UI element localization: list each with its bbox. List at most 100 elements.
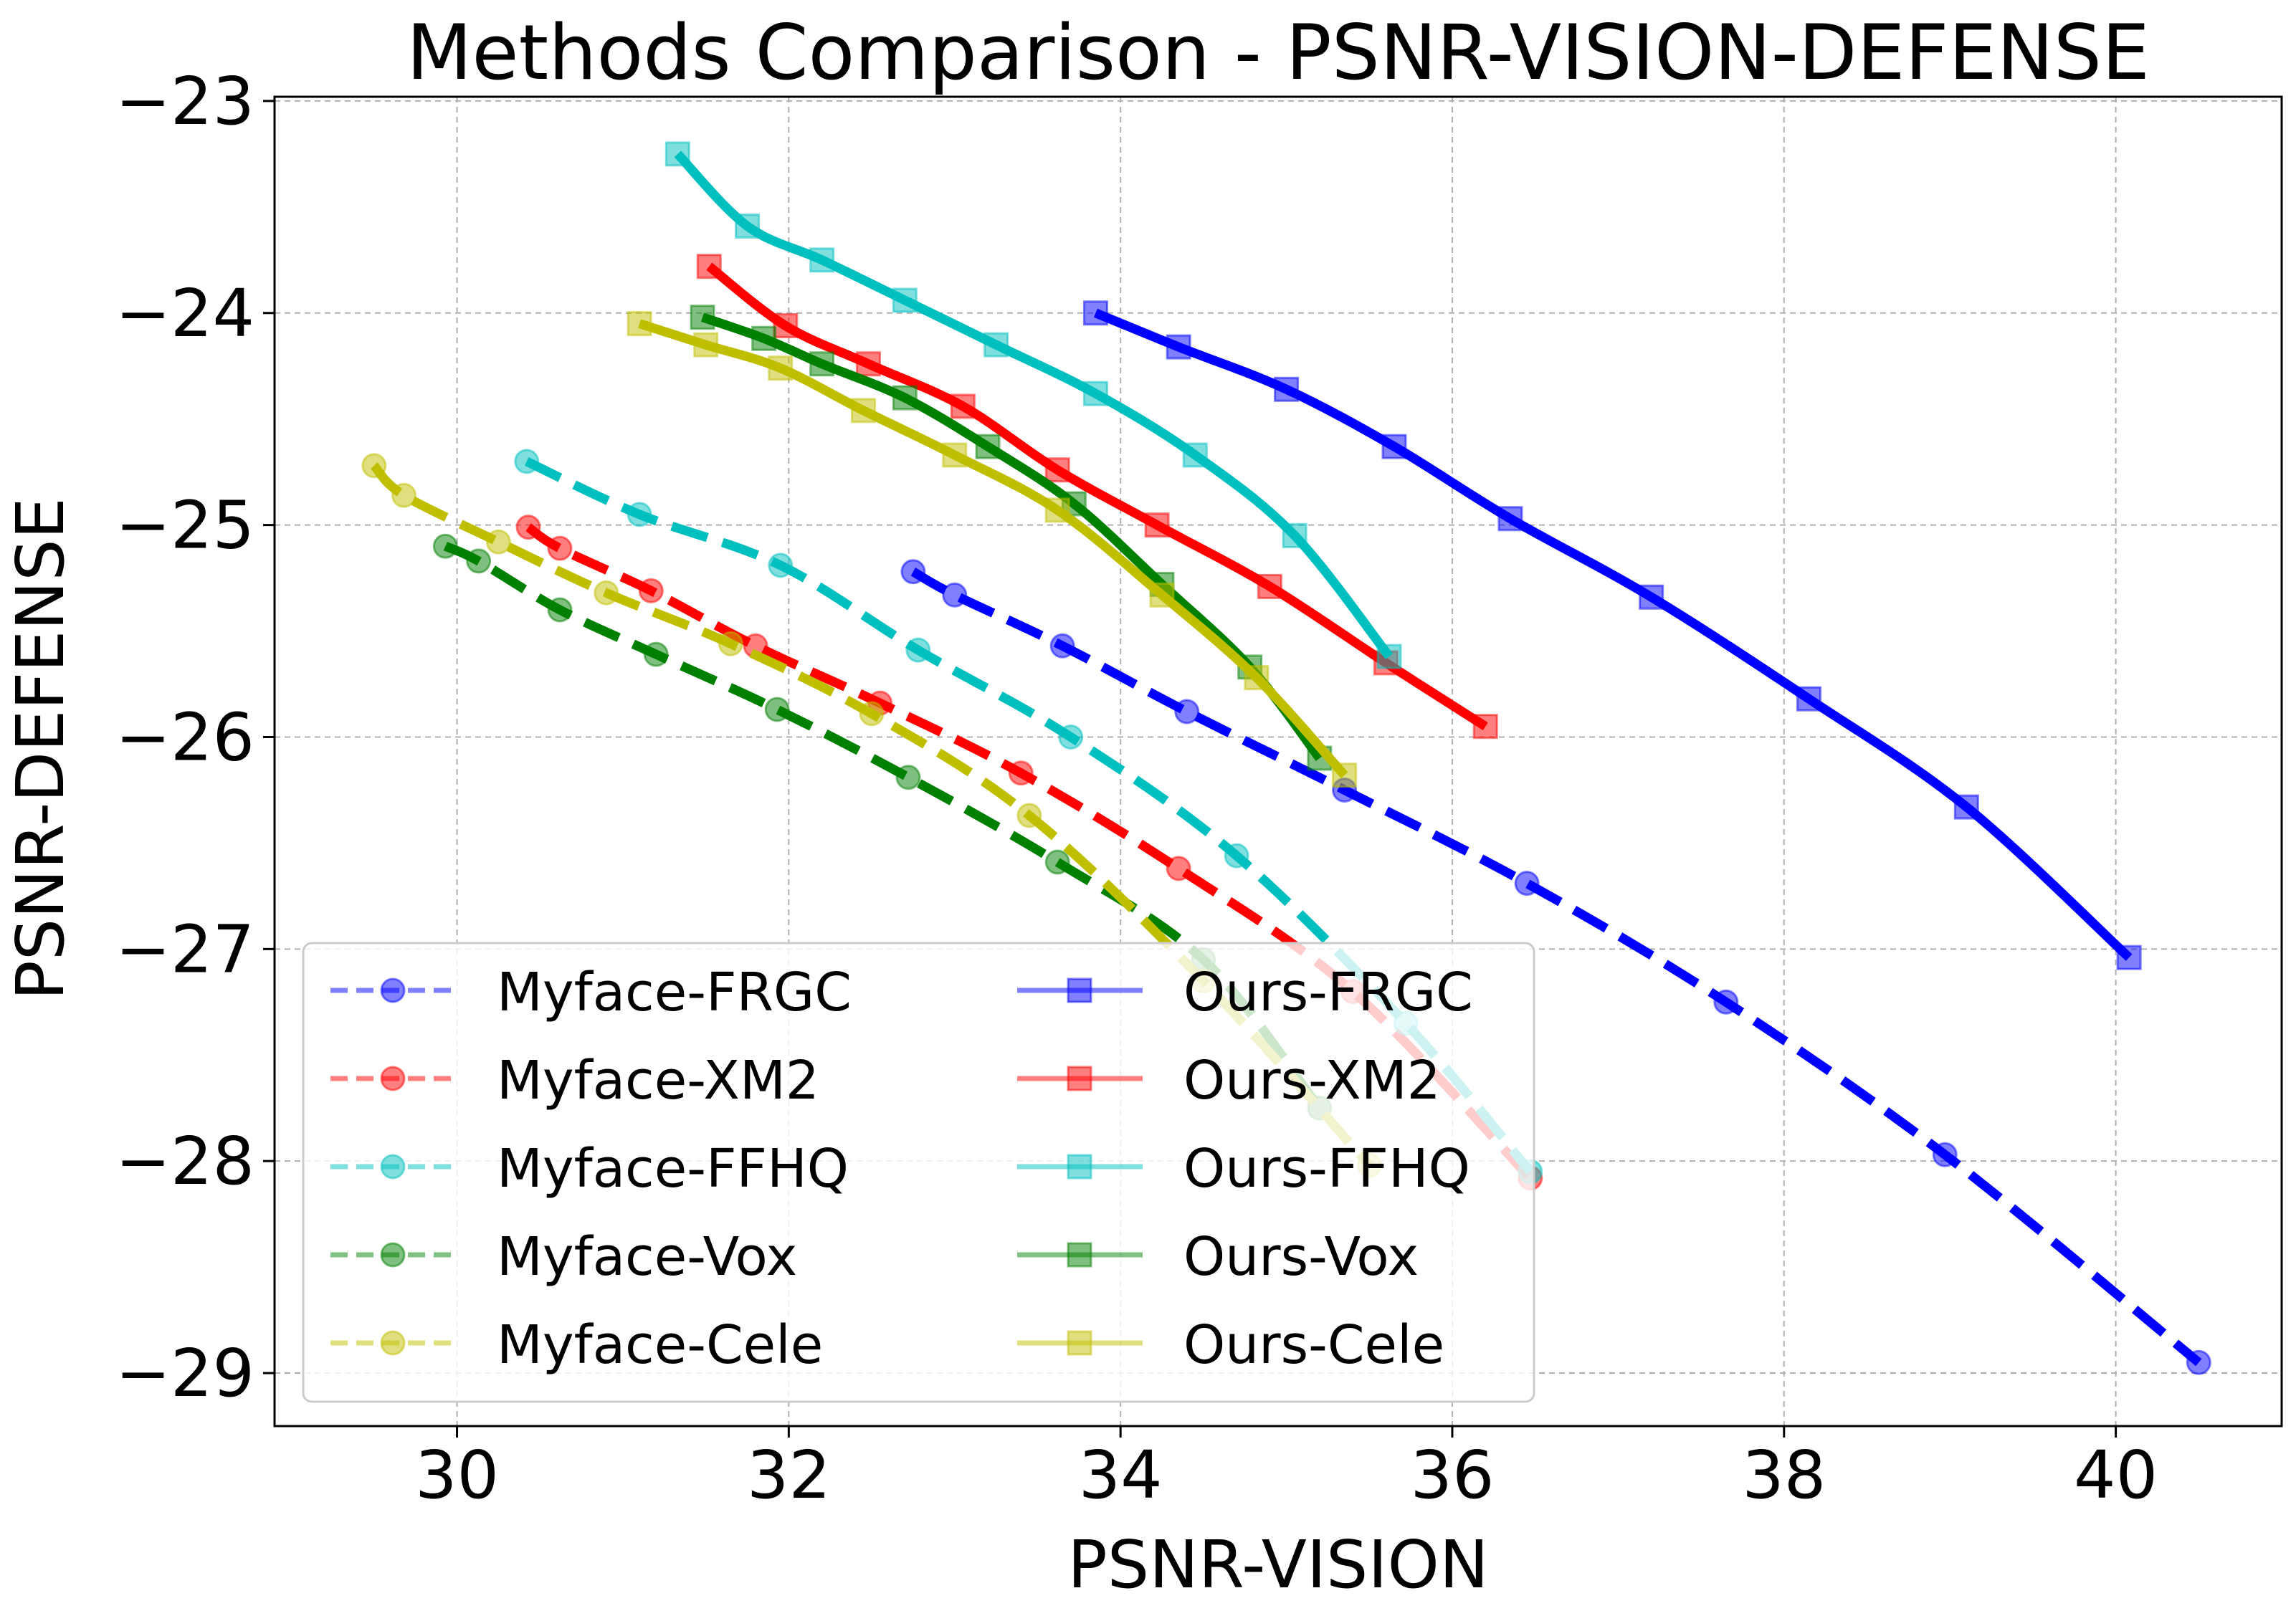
legend-label: Myface-Vox	[497, 1226, 797, 1288]
data-point-ours-cele	[850, 398, 876, 424]
data-point-ours-ffhq	[892, 287, 918, 313]
x-tick-label: 30	[415, 1437, 499, 1514]
data-point-myface-vox	[547, 597, 573, 623]
data-point-myface-frgc	[942, 582, 968, 608]
series-ours-ffhq	[664, 141, 1402, 669]
data-point-ours-cele	[693, 332, 719, 358]
data-point-ours-vox	[751, 325, 777, 351]
data-point-ours-xm2	[1044, 457, 1070, 483]
data-point-myface-cele	[391, 482, 416, 508]
series-ours-frgc	[1082, 300, 2142, 970]
legend-marker	[380, 1154, 406, 1180]
data-point-myface-vox	[643, 641, 669, 667]
series-ours-cele	[627, 311, 1358, 788]
legend-item-ours-cele: Ours-Cele	[1017, 1314, 1444, 1376]
data-point-ours-xm2	[696, 254, 722, 279]
data-point-ours-cele	[627, 311, 652, 337]
data-point-ours-frgc	[1381, 434, 1407, 459]
data-point-myface-ffhq	[1224, 843, 1249, 869]
data-point-myface-frgc	[1174, 699, 1200, 725]
legend-marker	[1067, 1154, 1092, 1180]
data-point-myface-xm2	[638, 578, 664, 603]
legend-item-myface-vox: Myface-Vox	[330, 1226, 797, 1288]
legend-label: Ours-Cele	[1183, 1314, 1444, 1376]
legend-item-myface-cele: Myface-Cele	[330, 1314, 823, 1376]
data-point-ours-xm2	[1472, 714, 1498, 740]
legend-marker	[380, 1330, 406, 1356]
data-point-ours-ffhq	[735, 213, 761, 239]
x-tick-label: 32	[747, 1437, 831, 1514]
data-point-myface-ffhq	[905, 637, 931, 663]
data-point-myface-xm2	[515, 515, 541, 540]
legend-label: Ours-FFHQ	[1183, 1138, 1470, 1200]
legend-label: Myface-FFHQ	[497, 1138, 849, 1200]
data-point-ours-cele	[1244, 665, 1270, 691]
y-tick-label: −23	[115, 63, 254, 140]
legend-label: Ours-XM2	[1183, 1050, 1441, 1111]
data-point-ours-frgc	[1796, 686, 1821, 712]
chart-title: Methods Comparison - PSNR-VISION-DEFENSE	[406, 9, 2150, 97]
legend-marker	[1067, 1330, 1092, 1356]
data-point-myface-frgc	[1514, 871, 1540, 896]
legend-label: Ours-Vox	[1183, 1226, 1419, 1288]
x-tick-label: 36	[1410, 1437, 1494, 1514]
data-point-myface-cele	[1016, 803, 1042, 828]
data-point-myface-frgc	[1713, 989, 1739, 1015]
data-point-myface-ffhq	[768, 553, 794, 578]
legend-label: Myface-FRGC	[497, 962, 852, 1023]
data-point-ours-ffhq	[809, 247, 835, 273]
x-tick-label: 38	[1742, 1437, 1826, 1514]
data-point-ours-frgc	[1082, 300, 1108, 326]
data-point-myface-vox	[895, 765, 921, 790]
data-point-ours-xm2	[950, 393, 976, 419]
legend: Myface-FRGC Myface-XM2 Myface-FFHQ Myface-V…	[302, 942, 1535, 1403]
y-tick-label: −24	[115, 275, 254, 352]
y-tick-label: −28	[115, 1123, 254, 1200]
data-point-myface-ffhq	[627, 502, 652, 527]
data-point-ours-ffhq	[664, 141, 690, 167]
legend-item-myface-frgc: Myface-FRGC	[330, 962, 852, 1023]
data-point-myface-xm2	[547, 535, 573, 561]
data-point-myface-ffhq	[514, 449, 540, 474]
legend-item-ours-vox: Ours-Vox	[1017, 1226, 1419, 1288]
data-point-myface-cele	[718, 631, 743, 656]
data-point-ours-xm2	[1257, 573, 1282, 599]
data-point-ours-vox	[809, 351, 835, 377]
data-point-myface-vox	[1044, 849, 1070, 875]
legend-label: Myface-Cele	[497, 1314, 823, 1376]
legend-item-ours-xm2: Ours-XM2	[1017, 1050, 1441, 1111]
y-axis-label: PSNR-DEFENSE	[2, 497, 79, 1000]
data-point-myface-frgc	[1049, 633, 1075, 659]
data-point-ours-cele	[1149, 582, 1175, 608]
series-line-ours-frgc	[1093, 308, 2133, 961]
data-point-ours-frgc	[1166, 334, 1191, 360]
y-tick-label: −25	[115, 487, 254, 564]
legend-item-myface-xm2: Myface-XM2	[330, 1050, 819, 1111]
data-point-myface-frgc	[900, 559, 926, 585]
data-point-ours-vox	[690, 305, 715, 330]
legend-item-ours-frgc: Ours-FRGC	[1017, 962, 1473, 1023]
data-point-ours-cele	[768, 355, 794, 381]
legend-marker	[380, 977, 406, 1003]
legend-marker	[1067, 1242, 1092, 1268]
data-point-myface-frgc	[1932, 1142, 1958, 1167]
data-point-myface-cele	[859, 701, 885, 727]
data-point-ours-cele	[1332, 762, 1358, 788]
y-tick-label: −26	[115, 699, 254, 775]
axes-layer: 30 32 34 36 38 40 −29 −28 −27 −26 −25 −24 −23	[115, 63, 2158, 1514]
data-point-ours-frgc	[1639, 584, 1664, 610]
data-point-myface-cele	[594, 580, 619, 606]
data-point-ours-cele	[942, 442, 968, 468]
data-point-myface-frgc	[2186, 1349, 2211, 1375]
data-point-myface-ffhq	[1058, 724, 1084, 750]
data-point-myface-vox	[764, 697, 790, 722]
data-point-myface-xm2	[1008, 760, 1034, 786]
data-point-ours-ffhq	[983, 332, 1009, 358]
legend-marker	[1067, 977, 1092, 1003]
y-tick-label: −29	[115, 1335, 254, 1412]
data-point-ours-frgc	[1497, 506, 1523, 532]
data-point-ours-ffhq	[1182, 442, 1208, 468]
series-ours-xm2	[696, 254, 1498, 740]
data-point-ours-ffhq	[1282, 522, 1307, 548]
data-point-ours-frgc	[1274, 376, 1300, 402]
